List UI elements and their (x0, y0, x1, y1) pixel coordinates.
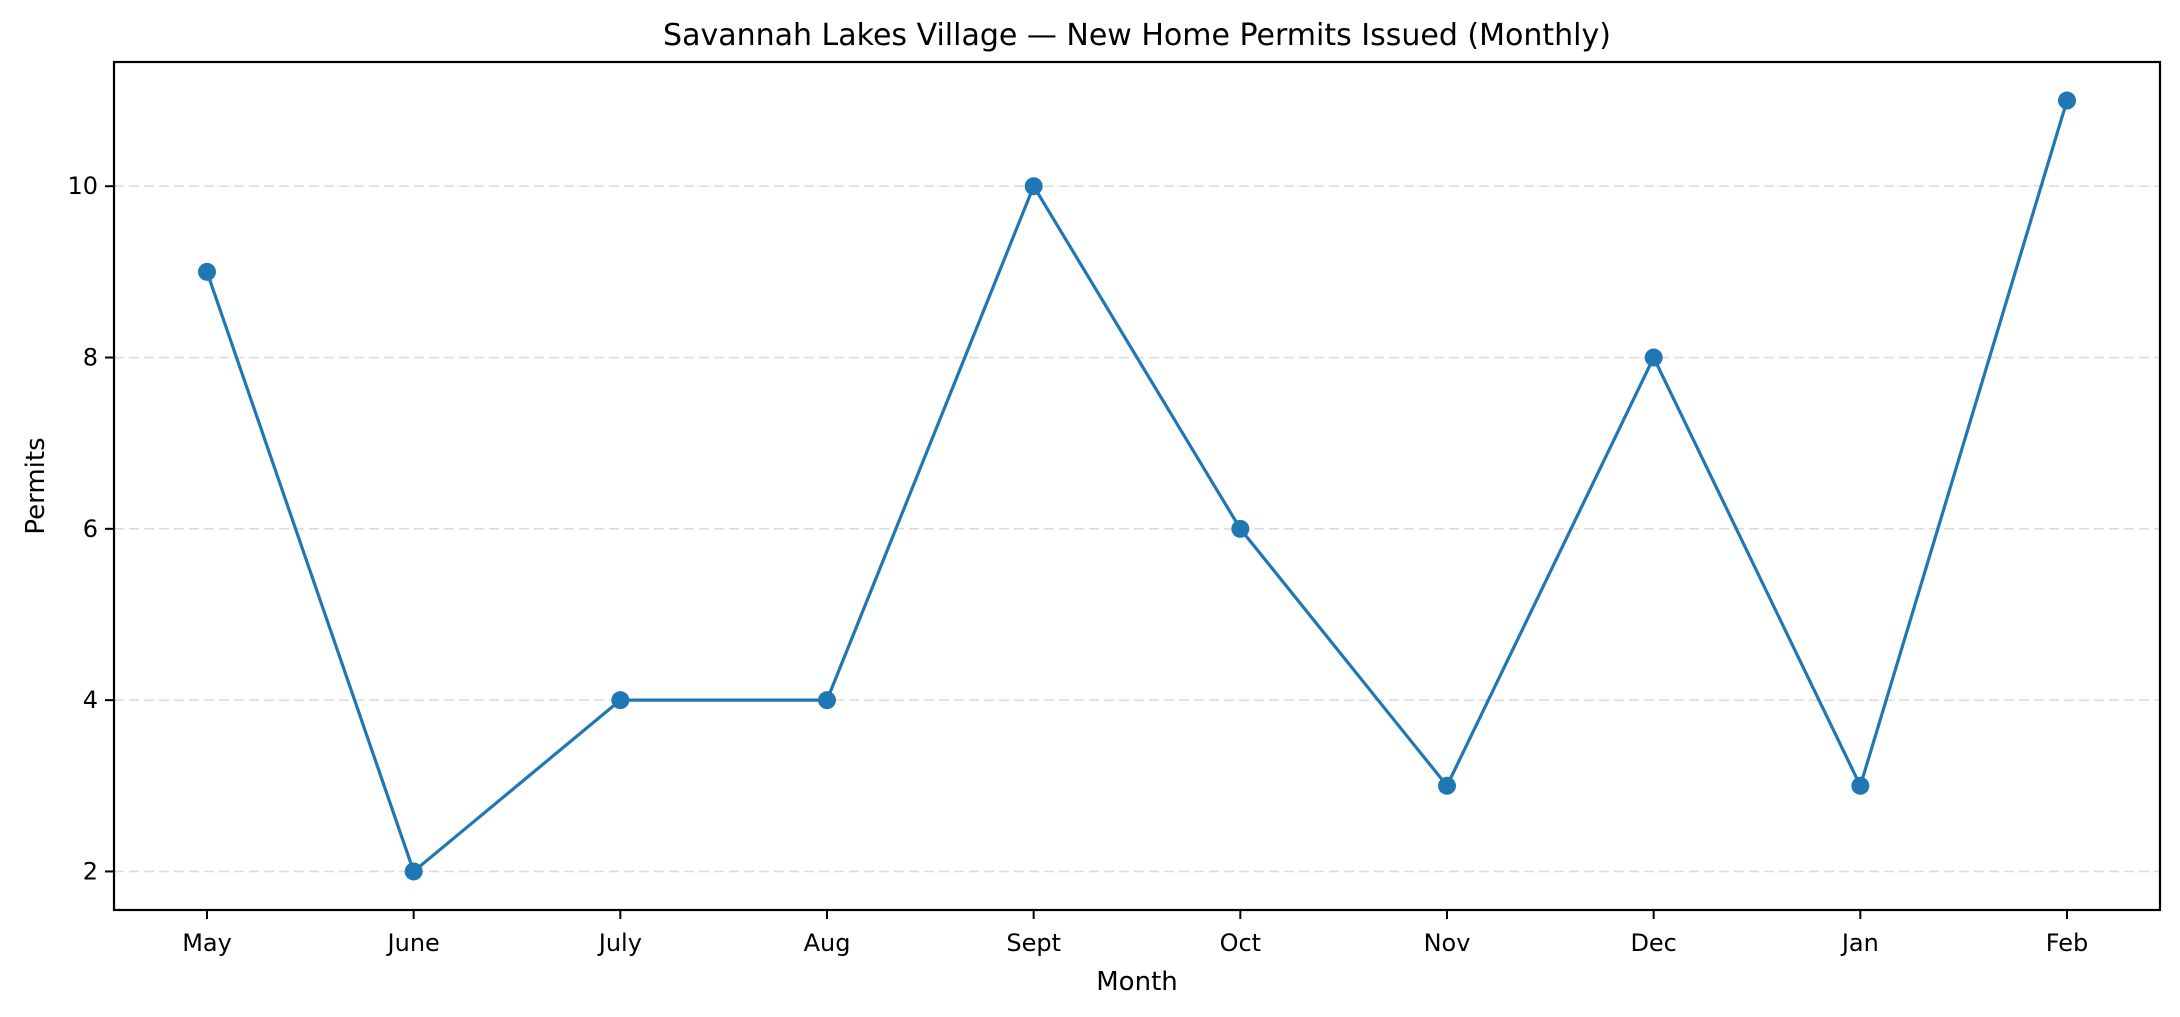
x-axis-label: Month (1096, 967, 1178, 997)
x-tick-label: July (597, 929, 642, 957)
chart-title: Savannah Lakes Village — New Home Permit… (663, 18, 1611, 53)
x-tick-label: Sept (1006, 929, 1061, 957)
x-tick-label: Dec (1630, 929, 1676, 957)
series-line (205, 98, 2069, 874)
y-tick-label: 4 (83, 686, 98, 714)
x-tick-label: Nov (1424, 929, 1471, 957)
x-axis-ticks: May June July Aug Sept Oct Nov Dec Jan Feb (182, 910, 2088, 957)
data-point-marker (818, 691, 836, 710)
data-point-marker (2058, 91, 2076, 110)
data-point-marker (1231, 519, 1250, 538)
y-axis-ticks: 2 4 6 8 10 (67, 172, 114, 885)
y-tick-label: 8 (83, 344, 98, 372)
data-point-marker (1851, 776, 1870, 795)
data-point-marker (1024, 177, 1043, 196)
y-tick-label: 2 (83, 857, 98, 885)
y-tick-label: 6 (83, 515, 98, 543)
data-series (198, 91, 2076, 881)
y-tick-label: 10 (67, 172, 98, 200)
x-tick-label: Aug (804, 929, 851, 957)
x-tick-label: Jan (1840, 929, 1879, 957)
x-tick-label: Oct (1220, 929, 1262, 957)
x-tick-label: Feb (2046, 929, 2089, 957)
x-tick-label: June (386, 929, 440, 957)
x-tick-label: May (182, 929, 232, 957)
plot-area-frame (112, 60, 2162, 912)
data-point-marker (198, 262, 216, 281)
data-point-marker (1438, 776, 1456, 795)
y-axis-label: Permits (21, 437, 51, 534)
data-point-marker (611, 691, 630, 710)
data-point-marker (1644, 348, 1663, 367)
data-point-marker (404, 862, 423, 881)
